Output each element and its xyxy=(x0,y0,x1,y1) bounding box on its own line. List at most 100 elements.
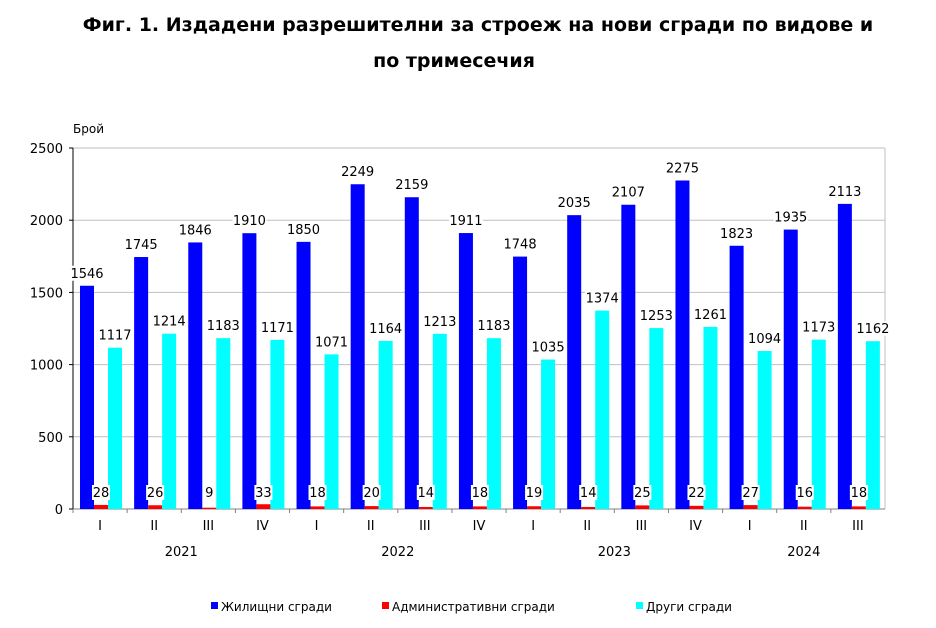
bar xyxy=(675,180,690,510)
data-label-bg xyxy=(204,485,215,500)
x-tick-label: III xyxy=(852,519,864,534)
x-tick-label: I xyxy=(315,519,319,534)
data-label: 26 xyxy=(147,486,164,501)
data-label: 1823 xyxy=(720,227,753,242)
data-label-bg xyxy=(849,485,868,500)
data-label: 1261 xyxy=(694,308,727,323)
data-label-bg xyxy=(665,160,700,176)
data-label: 1214 xyxy=(153,315,186,330)
x-tick-label: I xyxy=(531,519,535,534)
data-label: 1748 xyxy=(504,238,537,253)
data-label: 25 xyxy=(634,486,651,501)
bar xyxy=(621,204,636,509)
data-label: 2249 xyxy=(341,165,374,180)
x-tick-label: II xyxy=(367,519,375,534)
data-label: 2107 xyxy=(612,186,645,201)
bar xyxy=(689,505,704,509)
data-label: 18 xyxy=(851,486,868,501)
data-label-bg xyxy=(557,195,592,211)
data-label: 1164 xyxy=(369,322,402,337)
bar xyxy=(851,506,866,509)
data-label-bg xyxy=(525,485,544,500)
data-label-bg xyxy=(795,485,814,500)
bar xyxy=(581,506,596,509)
y-axis-label: Брой xyxy=(73,122,104,136)
data-label-bg xyxy=(254,485,273,500)
data-label: 1162 xyxy=(856,322,889,337)
legend-label: Други сгради xyxy=(646,600,732,614)
data-label: 14 xyxy=(418,486,435,501)
data-label: 14 xyxy=(580,486,597,501)
x-tick-label: IV xyxy=(473,519,486,534)
y-tick-label: 2500 xyxy=(30,142,63,157)
data-label-bg xyxy=(70,265,104,281)
x-tick-label: II xyxy=(150,519,158,534)
data-label-bg xyxy=(362,485,381,500)
bar xyxy=(729,245,744,510)
bar xyxy=(703,326,718,509)
bar xyxy=(148,505,163,509)
data-label-bg xyxy=(422,313,457,329)
data-label: 1546 xyxy=(70,267,103,282)
data-label: 1071 xyxy=(315,335,348,350)
data-label-bg xyxy=(827,183,862,199)
data-label: 2035 xyxy=(558,196,591,211)
bar xyxy=(310,506,325,509)
data-label-bg xyxy=(92,485,110,500)
x-tick-label: I xyxy=(98,519,102,534)
bar xyxy=(216,338,231,509)
data-label: 28 xyxy=(93,486,110,501)
y-tick-label: 1000 xyxy=(30,359,63,374)
x-tick-label: IV xyxy=(689,519,702,534)
bar xyxy=(202,507,217,509)
data-label: 33 xyxy=(255,486,272,501)
data-label: 2113 xyxy=(828,185,861,200)
bar xyxy=(486,338,501,509)
legend-swatch xyxy=(636,602,643,609)
bar xyxy=(350,184,365,510)
data-label: 1935 xyxy=(774,211,807,226)
bar xyxy=(635,505,650,509)
data-label-bg xyxy=(687,485,706,500)
data-label-bg xyxy=(470,485,489,500)
data-label: 2159 xyxy=(395,178,428,193)
y-tick-label: 1500 xyxy=(30,286,63,301)
data-label: 1253 xyxy=(640,309,673,324)
data-label-bg xyxy=(719,225,754,241)
data-label: 19 xyxy=(526,486,543,501)
x-tick-label: I xyxy=(748,519,752,534)
bar xyxy=(432,333,447,509)
data-label: 1117 xyxy=(98,329,131,344)
data-label: 1745 xyxy=(125,238,158,253)
data-label: 1035 xyxy=(532,341,565,356)
data-label: 1171 xyxy=(261,321,294,336)
data-label-bg xyxy=(476,318,511,334)
data-label: 1213 xyxy=(423,315,456,330)
data-label-bg xyxy=(579,485,598,500)
bar xyxy=(364,506,379,509)
bar xyxy=(418,506,433,509)
bar xyxy=(757,351,772,509)
data-label-bg xyxy=(314,334,349,350)
bar xyxy=(162,333,177,509)
data-label: 1846 xyxy=(179,223,212,238)
data-label-bg xyxy=(633,485,652,500)
year-label: 2021 xyxy=(165,545,198,560)
data-label: 22 xyxy=(688,486,705,501)
bar xyxy=(270,339,285,509)
x-tick-label: IV xyxy=(256,519,269,534)
data-label-bg xyxy=(232,213,267,229)
data-label: 27 xyxy=(742,486,759,501)
bar xyxy=(865,341,880,509)
bar xyxy=(797,506,812,509)
data-label: 2275 xyxy=(666,161,699,176)
data-label-bg xyxy=(124,237,159,253)
data-label-bg xyxy=(801,319,836,335)
bar xyxy=(378,340,393,509)
legend-label: Административни сгради xyxy=(392,600,555,614)
data-label: 1911 xyxy=(449,214,482,229)
bar xyxy=(649,328,664,509)
bar xyxy=(783,229,798,509)
year-label: 2022 xyxy=(381,545,414,560)
